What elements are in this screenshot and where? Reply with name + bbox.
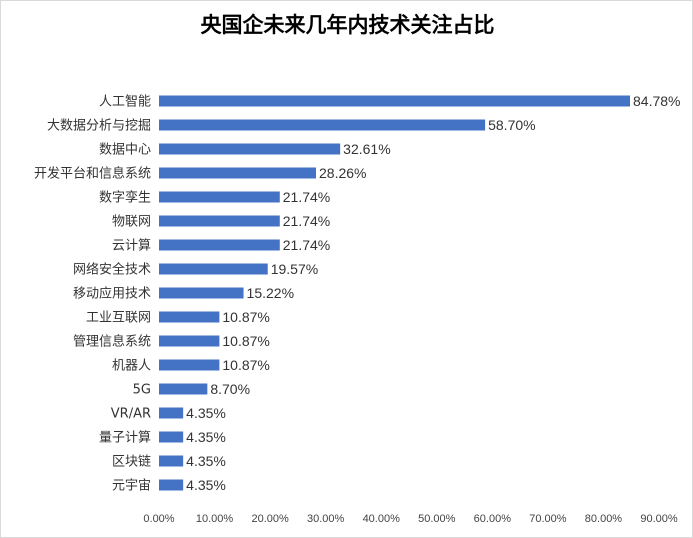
x-tick-label: 0.00% bbox=[143, 513, 174, 525]
category-label: 元宇宙 bbox=[112, 479, 151, 494]
value-labels-group: 84.78% 58.70% 32.61% 28.26% 21.74% 21.74% 21.7… bbox=[186, 93, 680, 493]
data-label: 10.87% bbox=[222, 309, 269, 325]
category-label: 机器人 bbox=[112, 359, 151, 374]
data-label: 4.35% bbox=[186, 405, 226, 421]
data-label: 4.35% bbox=[186, 477, 226, 493]
category-label: 工业互联网 bbox=[86, 311, 151, 326]
bar bbox=[159, 239, 280, 251]
bar bbox=[159, 311, 220, 323]
data-label: 10.87% bbox=[222, 357, 269, 373]
x-tick-label: 70.00% bbox=[529, 513, 567, 525]
category-label: 物联网 bbox=[112, 215, 151, 230]
x-tick-label: 40.00% bbox=[363, 513, 401, 525]
category-label: 数据中心 bbox=[99, 143, 151, 158]
bar bbox=[159, 263, 268, 275]
bar bbox=[159, 167, 316, 179]
category-label: 数字孪生 bbox=[99, 190, 151, 206]
category-labels-group: 人工智能大数据分析与挖掘数据中心开发平台和信息系统数字孪生物联网云计算网络安全技… bbox=[34, 95, 151, 494]
bar bbox=[159, 215, 280, 227]
bars-group bbox=[159, 95, 630, 491]
category-label: 移动应用技术 bbox=[73, 286, 151, 302]
category-label: 网络安全技术 bbox=[73, 262, 151, 278]
bar bbox=[159, 95, 630, 107]
data-label: 21.74% bbox=[283, 237, 330, 253]
category-label: 云计算 bbox=[112, 239, 151, 254]
data-label: 21.74% bbox=[283, 189, 330, 205]
category-label: 开发平台和信息系统 bbox=[34, 166, 151, 182]
bar bbox=[159, 431, 184, 443]
category-label: 人工智能 bbox=[99, 95, 151, 110]
data-label: 4.35% bbox=[186, 453, 226, 469]
x-tick-label: 80.00% bbox=[585, 513, 623, 525]
x-tick-label: 10.00% bbox=[196, 513, 234, 525]
category-label: 量子计算 bbox=[99, 431, 151, 446]
bar bbox=[159, 455, 184, 467]
data-label: 84.78% bbox=[633, 93, 680, 109]
data-label: 58.70% bbox=[488, 117, 535, 133]
bar bbox=[159, 407, 184, 419]
bar bbox=[159, 479, 184, 491]
data-label: 21.74% bbox=[283, 213, 330, 229]
data-label: 19.57% bbox=[271, 261, 318, 277]
data-label: 28.26% bbox=[319, 165, 366, 181]
x-axis-ticks-group: 0.00% 10.00% 20.00% 30.00% 40.00% 50.00% 60.00… bbox=[143, 513, 677, 525]
bar bbox=[159, 359, 220, 371]
x-tick-label: 60.00% bbox=[474, 513, 512, 525]
x-tick-label: 20.00% bbox=[251, 513, 289, 525]
category-label: VR/AR bbox=[111, 407, 151, 422]
data-label: 4.35% bbox=[186, 429, 226, 445]
bar bbox=[159, 143, 341, 155]
category-label: 5G bbox=[133, 383, 151, 398]
x-tick-label: 90.00% bbox=[640, 513, 678, 525]
bar bbox=[159, 119, 486, 131]
data-label: 10.87% bbox=[222, 333, 269, 349]
data-label: 8.70% bbox=[210, 381, 250, 397]
x-tick-label: 50.00% bbox=[418, 513, 456, 525]
bar bbox=[159, 335, 220, 347]
chart-title: 央国企未来几年内技术关注占比 bbox=[200, 12, 495, 37]
bar bbox=[159, 287, 244, 299]
category-label: 管理信息系统 bbox=[73, 334, 151, 350]
category-label: 区块链 bbox=[112, 455, 151, 470]
category-label: 大数据分析与挖掘 bbox=[47, 119, 151, 134]
data-label: 32.61% bbox=[343, 141, 390, 157]
bar bbox=[159, 191, 280, 203]
bar bbox=[159, 383, 208, 395]
data-label: 15.22% bbox=[247, 285, 294, 301]
x-tick-label: 30.00% bbox=[307, 513, 345, 525]
